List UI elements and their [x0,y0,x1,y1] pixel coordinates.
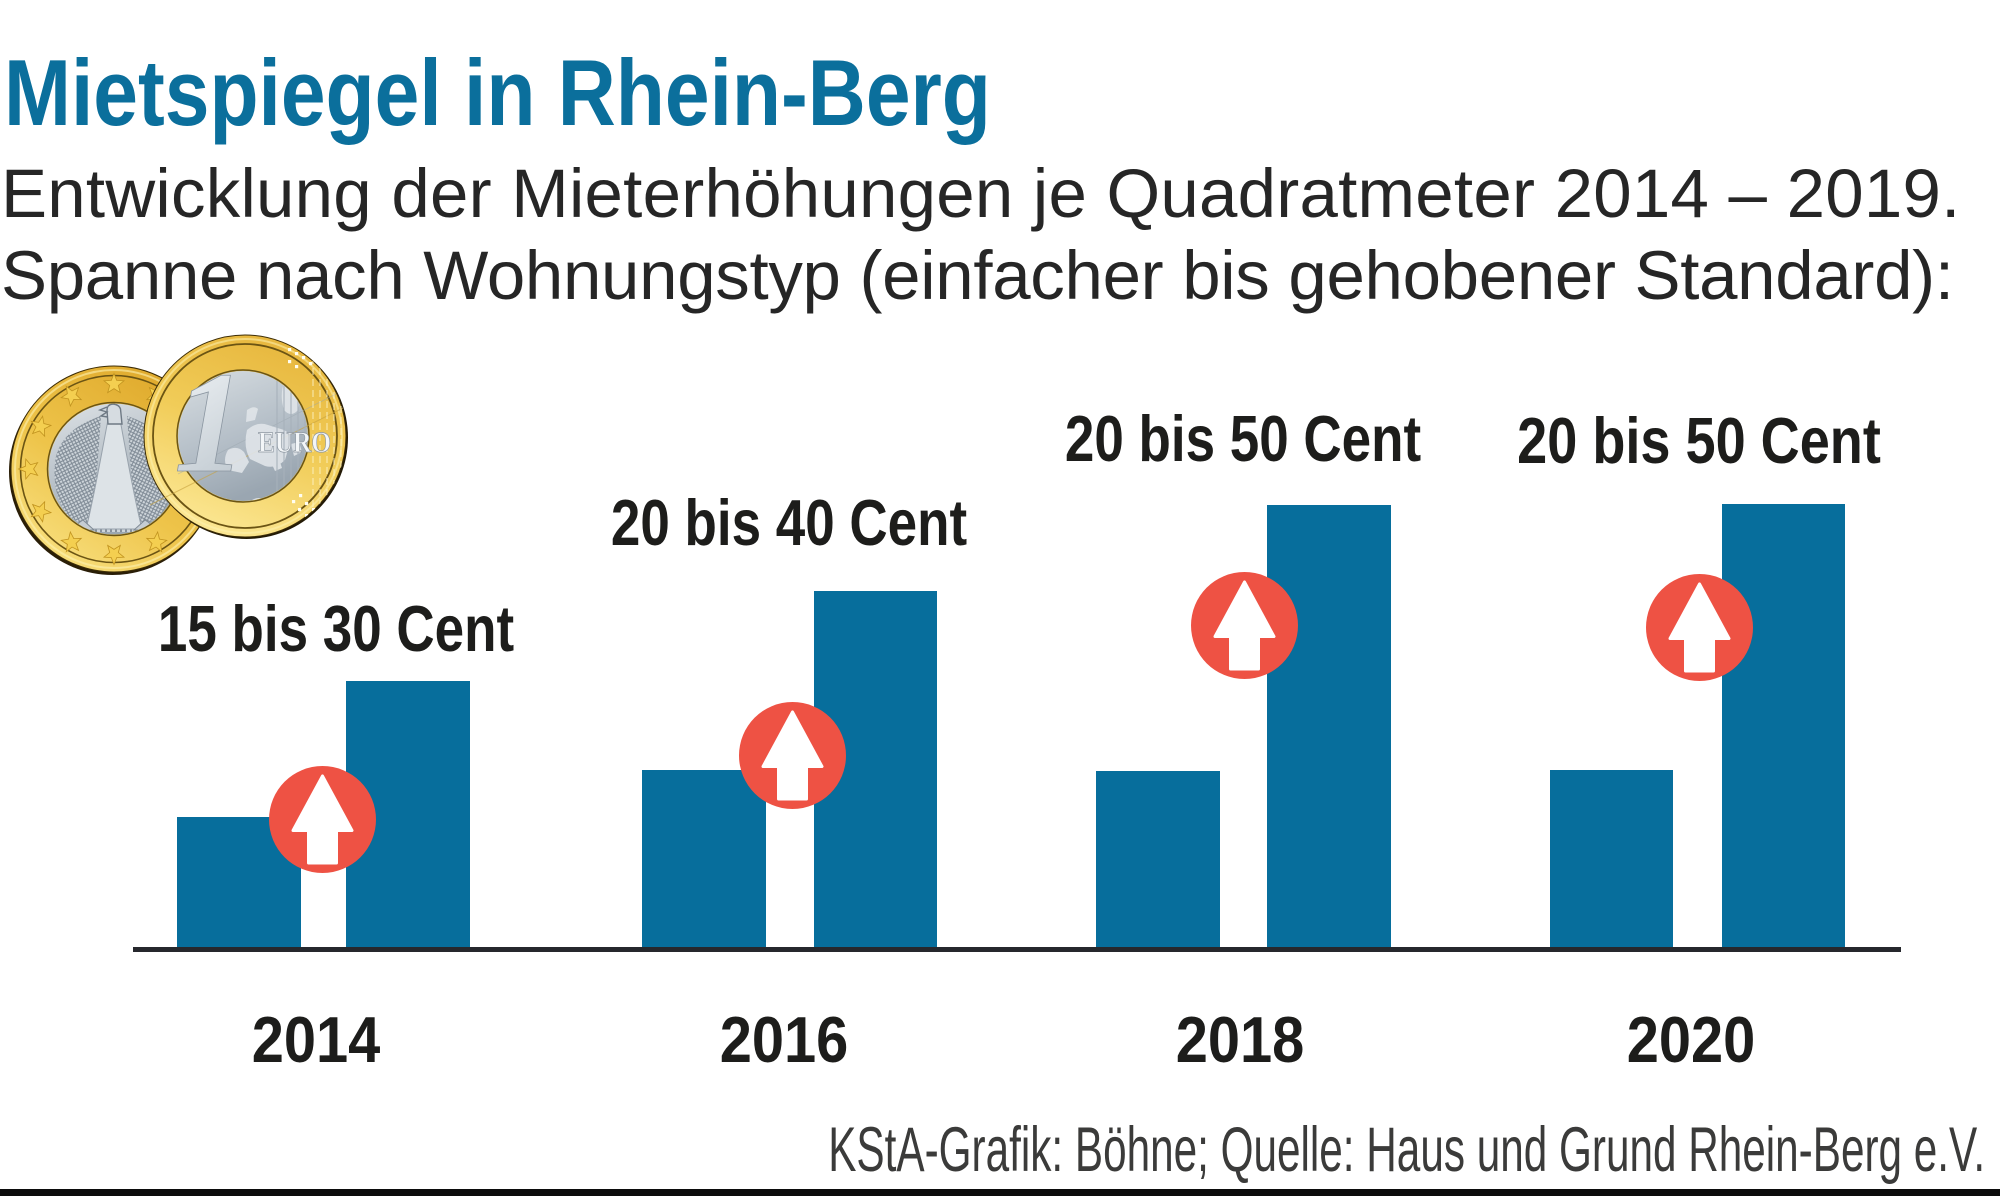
svg-text:1: 1 [174,343,247,503]
svg-text:EURO: EURO [258,426,331,459]
